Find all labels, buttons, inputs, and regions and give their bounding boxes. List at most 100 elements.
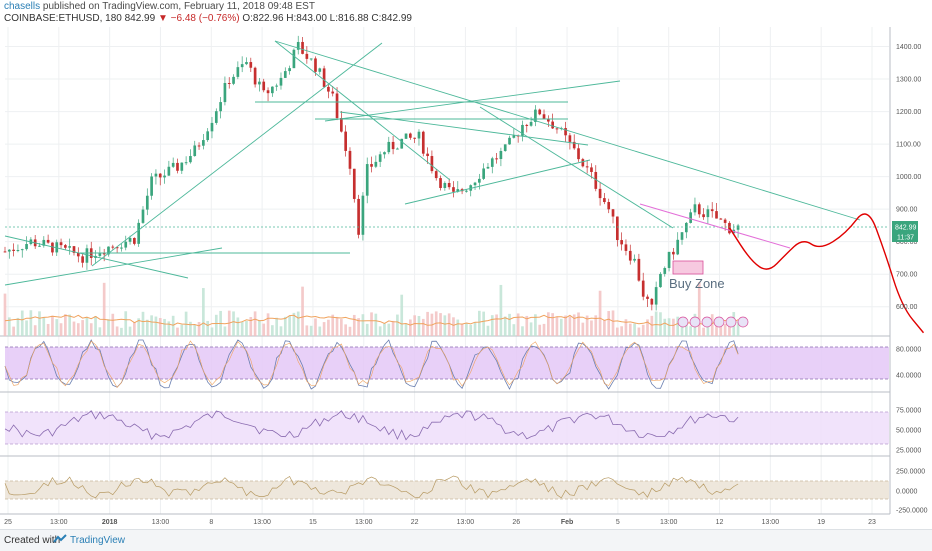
price-change: −6.48 (−0.76%) [170, 13, 240, 24]
volume-bar [361, 314, 365, 336]
volume-bar [279, 326, 283, 336]
time-tick-label: Feb [561, 519, 573, 526]
volume-bar [344, 324, 348, 336]
candle-body [417, 131, 421, 139]
change-down-icon: ▼ [157, 13, 168, 24]
candle-body [719, 218, 723, 220]
volume-bar [525, 315, 529, 336]
author-name[interactable]: chasells [4, 1, 41, 12]
candle-body [85, 248, 89, 263]
osc2-line [4, 410, 739, 441]
volume-bar [676, 316, 680, 336]
volume-bar [180, 324, 184, 336]
volume-bar [193, 325, 197, 336]
candle-body [391, 141, 395, 150]
osc-tick-label: 250.0000 [896, 469, 925, 476]
candle-body [16, 249, 20, 251]
volume-bar [171, 315, 175, 336]
volume-bar [120, 327, 123, 336]
candle-body [210, 122, 214, 132]
candle-body [12, 249, 15, 251]
volume-bar [598, 290, 602, 336]
volume-bar [439, 313, 442, 336]
candle-body [158, 173, 162, 178]
candle-body [275, 85, 279, 87]
candle-body [546, 118, 550, 122]
candle-body [365, 164, 369, 196]
candle-body [163, 175, 166, 178]
candle-body [529, 121, 533, 126]
candle-body [38, 245, 41, 247]
time-tick-label: 13:00 [762, 519, 780, 526]
candle-body [723, 219, 727, 223]
volume-bar [72, 321, 76, 336]
volume-bar [568, 316, 572, 336]
candle-body [180, 162, 184, 171]
volume-bar [33, 325, 37, 336]
volume-bar [611, 310, 615, 336]
candle-body [296, 41, 300, 50]
candle-body [439, 178, 442, 188]
volume-bar [577, 312, 580, 336]
volume-bar [271, 325, 274, 336]
candle-body [271, 86, 274, 94]
volume-bar [202, 288, 205, 336]
volume-bar [396, 314, 399, 336]
volume-bar [452, 317, 455, 336]
trendline [274, 40, 451, 181]
volume-bar [236, 317, 240, 336]
volume-bar [249, 317, 253, 336]
volume-bar [421, 318, 425, 336]
candle-body [266, 90, 270, 94]
volume-bars [3, 282, 740, 336]
volume-bar [318, 326, 322, 336]
volume-bar [154, 316, 158, 336]
volume-bar [378, 326, 382, 336]
candle-body [594, 171, 598, 189]
time-tick-label: 25 [4, 519, 12, 526]
candle-body [650, 298, 654, 305]
price-tag [892, 221, 918, 232]
tradingview-brand[interactable]: TradingView [70, 535, 126, 546]
symbol[interactable]: COINBASE:ETHUSD, 180 [4, 13, 122, 24]
candle-body [301, 41, 304, 54]
volume-bar [128, 326, 132, 336]
volume-bar [478, 310, 481, 336]
volume-bar [723, 323, 727, 336]
candle-body [637, 258, 641, 281]
candle-body [55, 242, 59, 253]
volume-bar [107, 319, 110, 336]
volume-bar [620, 326, 623, 336]
candle-body [197, 145, 201, 147]
volume-bar [538, 324, 542, 336]
volume-bar [340, 319, 343, 336]
candle-body [404, 133, 408, 139]
oscillator-axes: 80.0000 40.0000 75.0000 50.0000 25.0000 250.0… [896, 347, 928, 515]
candle-body [676, 239, 680, 255]
osc-tick-label: 25.0000 [896, 448, 921, 455]
candle-body [421, 131, 425, 154]
trendline [324, 80, 621, 122]
candle-body [314, 58, 317, 72]
volume-bar [624, 319, 628, 336]
candle-body [120, 247, 123, 249]
candle-body [25, 244, 28, 250]
candle-body [426, 153, 429, 157]
candle-body [710, 209, 714, 212]
candle-body [245, 62, 248, 65]
volume-bar [305, 325, 309, 336]
candle-body [344, 131, 348, 151]
candle-body [667, 251, 671, 269]
osc-tick-label: 75.0000 [896, 408, 921, 415]
volume-bar [7, 317, 11, 336]
chart-area[interactable]: Buy Zone 600.00 700.00 800.00 900.00 1000.00… [0, 0, 932, 530]
volume-bar [413, 315, 416, 336]
candle-body [331, 91, 335, 94]
volume-bar [551, 313, 554, 336]
candle-body [327, 86, 330, 92]
volume-bar [12, 326, 15, 336]
candle-body [706, 209, 710, 218]
volume-bar [206, 320, 210, 336]
volume-bar [650, 315, 654, 336]
volume-bar [357, 318, 360, 336]
